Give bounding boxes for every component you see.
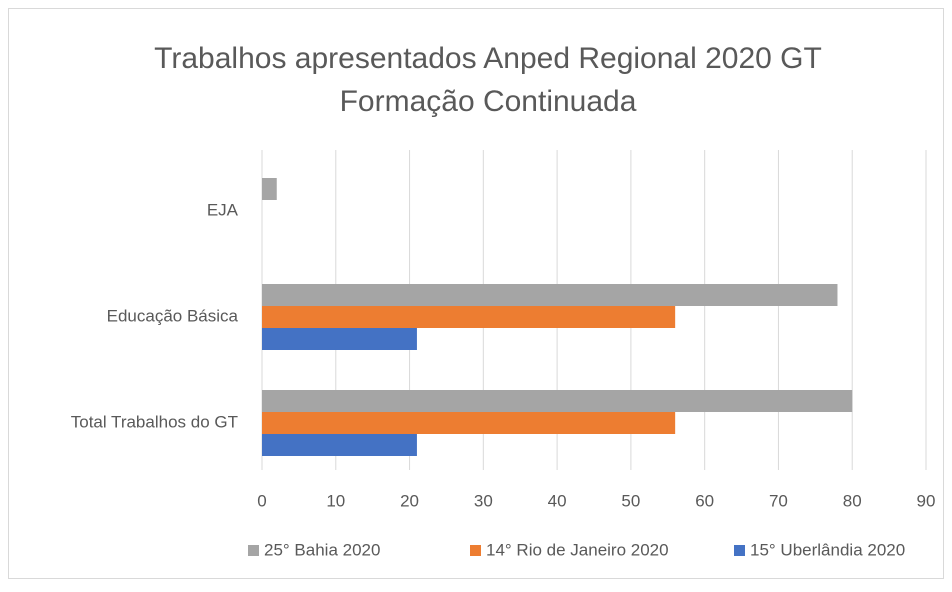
x-tick-label: 50 [621,491,640,510]
legend-swatch [734,545,745,556]
chart-title: Trabalhos apresentados Anped Regional 20… [154,42,822,75]
y-tick-label: Total Trabalhos do GT [71,412,238,431]
x-tick-label: 90 [917,491,936,510]
x-tick-label: 60 [695,491,714,510]
x-tick-label: 0 [257,491,266,510]
x-tick-label: 10 [326,491,345,510]
bar [262,284,838,306]
y-tick-label: Educação Básica [107,306,239,325]
y-tick-label: EJA [207,200,239,219]
x-tick-label: 20 [400,491,419,510]
bar [262,178,277,200]
bar [262,306,676,328]
legend-swatch [248,545,259,556]
bar [262,434,417,456]
chart-title: Formação Continuada [340,85,637,118]
legend-label: 14° Rio de Janeiro 2020 [486,540,669,559]
legend-label: 15° Uberlândia 2020 [750,540,905,559]
x-tick-label: 80 [843,491,862,510]
legend-swatch [470,545,481,556]
x-tick-label: 40 [548,491,567,510]
bar [262,390,853,412]
bar [262,328,417,350]
bar [262,412,676,434]
legend-label: 25° Bahia 2020 [264,540,380,559]
x-tick-label: 30 [474,491,493,510]
x-tick-label: 70 [769,491,788,510]
